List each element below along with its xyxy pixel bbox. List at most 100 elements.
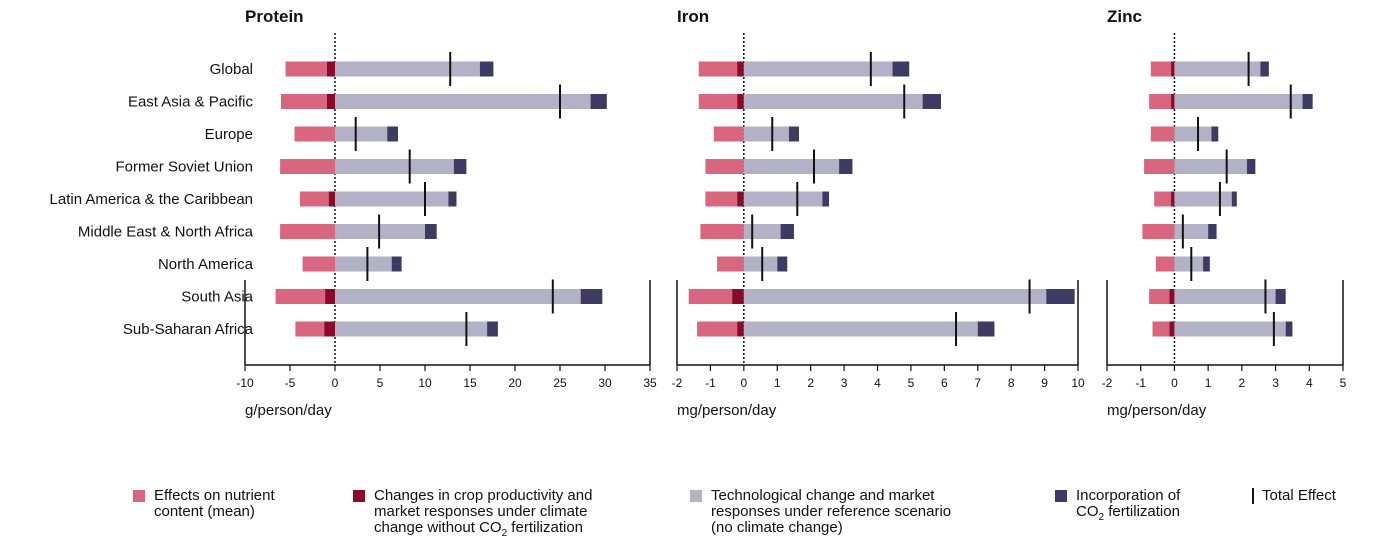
tick-label-zinc-4: 4: [1306, 376, 1313, 390]
bar-co2-zinc-global: [1260, 61, 1269, 77]
x-axis-label-zinc: mg/person/day: [1107, 402, 1207, 419]
legend-swatch-nutrient-content: [133, 490, 145, 502]
bar-co2-iron-middle-east-north-africa: [780, 224, 794, 239]
category-label-south-asia: South Asia: [181, 289, 253, 306]
bar-co2-protein-sub-saharan-africa: [487, 321, 498, 337]
legend-label-total-effect: Total Effect: [1262, 487, 1336, 504]
legend-swatch-tech-change: [690, 490, 702, 502]
bar-crop-protein-global: [326, 61, 335, 77]
bar-co2-zinc-europe: [1211, 126, 1219, 142]
bar-crop-zinc-global: [1171, 61, 1175, 77]
bar-tech-protein-north-america: [335, 256, 392, 272]
tick-label-iron-9: 9: [1041, 376, 1048, 390]
bar-crop-protein-south-asia: [325, 289, 335, 304]
tick-label-protein-35: 35: [643, 376, 657, 390]
bar-tech-iron-former-soviet-union: [743, 159, 840, 174]
tick-label-iron-4: 4: [874, 376, 881, 390]
tick-label-iron-10: 10: [1071, 376, 1085, 390]
bar-tech-iron-north-america: [743, 256, 778, 272]
legend-swatch-total-effect: [1252, 488, 1254, 504]
legend-swatch-crop-productivity: [353, 490, 365, 502]
bar-crop-iron-sub-saharan-africa: [737, 321, 744, 337]
panel-title-zinc: Zinc: [1107, 7, 1142, 26]
bar-nutrient-iron-global: [698, 61, 738, 77]
bar-nutrient-protein-europe: [294, 126, 335, 142]
tick-label-iron-5: 5: [908, 376, 915, 390]
bar-crop-zinc-south-asia: [1169, 289, 1175, 304]
bar-nutrient-protein-global: [285, 61, 327, 77]
tick-label-iron-0: 0: [740, 376, 747, 390]
bar-nutrient-protein-former-soviet-union: [280, 159, 335, 174]
bar-nutrient-protein-latin-america-the-caribbean: [299, 191, 329, 207]
tick-label-protein-30: 30: [598, 376, 612, 390]
bar-crop-protein-east-asia-pacific: [326, 94, 335, 109]
bar-tech-zinc-sub-saharan-africa: [1174, 321, 1286, 337]
bar-nutrient-iron-europe: [713, 126, 744, 142]
bar-nutrient-zinc-sub-saharan-africa: [1152, 321, 1170, 337]
bar-tech-iron-global: [743, 61, 893, 77]
tick-label-protein-5: 5: [377, 376, 384, 390]
bar-crop-protein-sub-saharan-africa: [324, 321, 335, 337]
bar-nutrient-protein-sub-saharan-africa: [295, 321, 325, 337]
bar-crop-zinc-sub-saharan-africa: [1169, 321, 1175, 337]
bar-nutrient-iron-east-asia-pacific: [698, 94, 738, 109]
bar-co2-zinc-north-america: [1203, 256, 1210, 272]
bar-co2-zinc-former-soviet-union: [1246, 159, 1256, 174]
bar-co2-iron-europe: [788, 126, 799, 142]
bar-co2-iron-south-asia: [1046, 289, 1075, 304]
bar-nutrient-zinc-former-soviet-union: [1144, 159, 1175, 174]
bar-nutrient-iron-north-america: [717, 256, 744, 272]
tick-label-iron-m2: -2: [672, 376, 683, 390]
tick-label-zinc-3: 3: [1272, 376, 1279, 390]
bar-nutrient-protein-north-america: [302, 256, 335, 272]
tick-label-zinc-2: 2: [1239, 376, 1246, 390]
category-label-europe: Europe: [205, 126, 253, 143]
bar-co2-protein-north-america: [391, 256, 402, 272]
category-label-former-soviet-union: Former Soviet Union: [115, 159, 253, 176]
bar-nutrient-zinc-north-america: [1155, 256, 1175, 272]
bar-co2-iron-latin-america-the-caribbean: [822, 191, 830, 207]
bar-co2-protein-former-soviet-union: [453, 159, 467, 174]
bar-tech-iron-latin-america-the-caribbean: [743, 191, 823, 207]
category-label-east-asia-pacific: East Asia & Pacific: [128, 94, 254, 111]
bar-co2-zinc-south-asia: [1275, 289, 1286, 304]
bar-nutrient-zinc-south-asia: [1149, 289, 1170, 304]
tick-label-protein-0: 0: [332, 376, 339, 390]
bar-crop-zinc-east-asia-pacific: [1171, 94, 1175, 109]
bar-co2-zinc-sub-saharan-africa: [1285, 321, 1293, 337]
bar-nutrient-iron-latin-america-the-caribbean: [705, 191, 738, 207]
category-label-global: Global: [210, 61, 253, 78]
bar-tech-iron-middle-east-north-africa: [743, 224, 781, 239]
bar-nutrient-zinc-latin-america-the-caribbean: [1154, 191, 1172, 207]
tick-label-iron-7: 7: [974, 376, 981, 390]
bar-co2-protein-middle-east-north-africa: [425, 224, 437, 239]
legend-item-crop-productivity: Changes in crop productivity and market …: [353, 488, 592, 542]
tick-label-iron-8: 8: [1008, 376, 1015, 390]
tick-label-iron-6: 6: [941, 376, 948, 390]
chart-canvas: Global East Asia & Pacific Europe Former So…: [50, 7, 1347, 419]
bar-co2-protein-latin-america-the-caribbean: [448, 191, 457, 207]
legend-item-nutrient-content: Effects on nutrient content (mean): [133, 488, 275, 520]
bar-co2-protein-global: [479, 61, 494, 77]
bar-tech-protein-former-soviet-union: [335, 159, 454, 174]
category-label-latin-america-the-caribbean: Latin America & the Caribbean: [50, 191, 253, 208]
bar-nutrient-protein-east-asia-pacific: [281, 94, 327, 109]
bar-co2-zinc-east-asia-pacific: [1302, 94, 1313, 109]
tick-label-iron-m1: -1: [705, 376, 716, 390]
bar-tech-protein-sub-saharan-africa: [335, 321, 488, 337]
bar-tech-protein-south-asia: [335, 289, 581, 304]
bar-nutrient-iron-middle-east-north-africa: [700, 224, 744, 239]
bar-crop-iron-east-asia-pacific: [737, 94, 744, 109]
category-label-north-america: North America: [158, 256, 254, 273]
tick-label-protein-20: 20: [508, 376, 522, 390]
bar-nutrient-zinc-east-asia-pacific: [1149, 94, 1172, 109]
bar-co2-protein-east-asia-pacific: [590, 94, 607, 109]
bar-co2-zinc-latin-america-the-caribbean: [1231, 191, 1237, 207]
bar-crop-iron-global: [737, 61, 744, 77]
bar-tech-zinc-global: [1174, 61, 1261, 77]
tick-label-iron-2: 2: [807, 376, 814, 390]
legend-swatch-co2: [1055, 490, 1067, 502]
tick-label-zinc-0: 0: [1171, 376, 1178, 390]
tick-label-zinc-1: 1: [1205, 376, 1212, 390]
tick-label-protein-10: 10: [418, 376, 432, 390]
